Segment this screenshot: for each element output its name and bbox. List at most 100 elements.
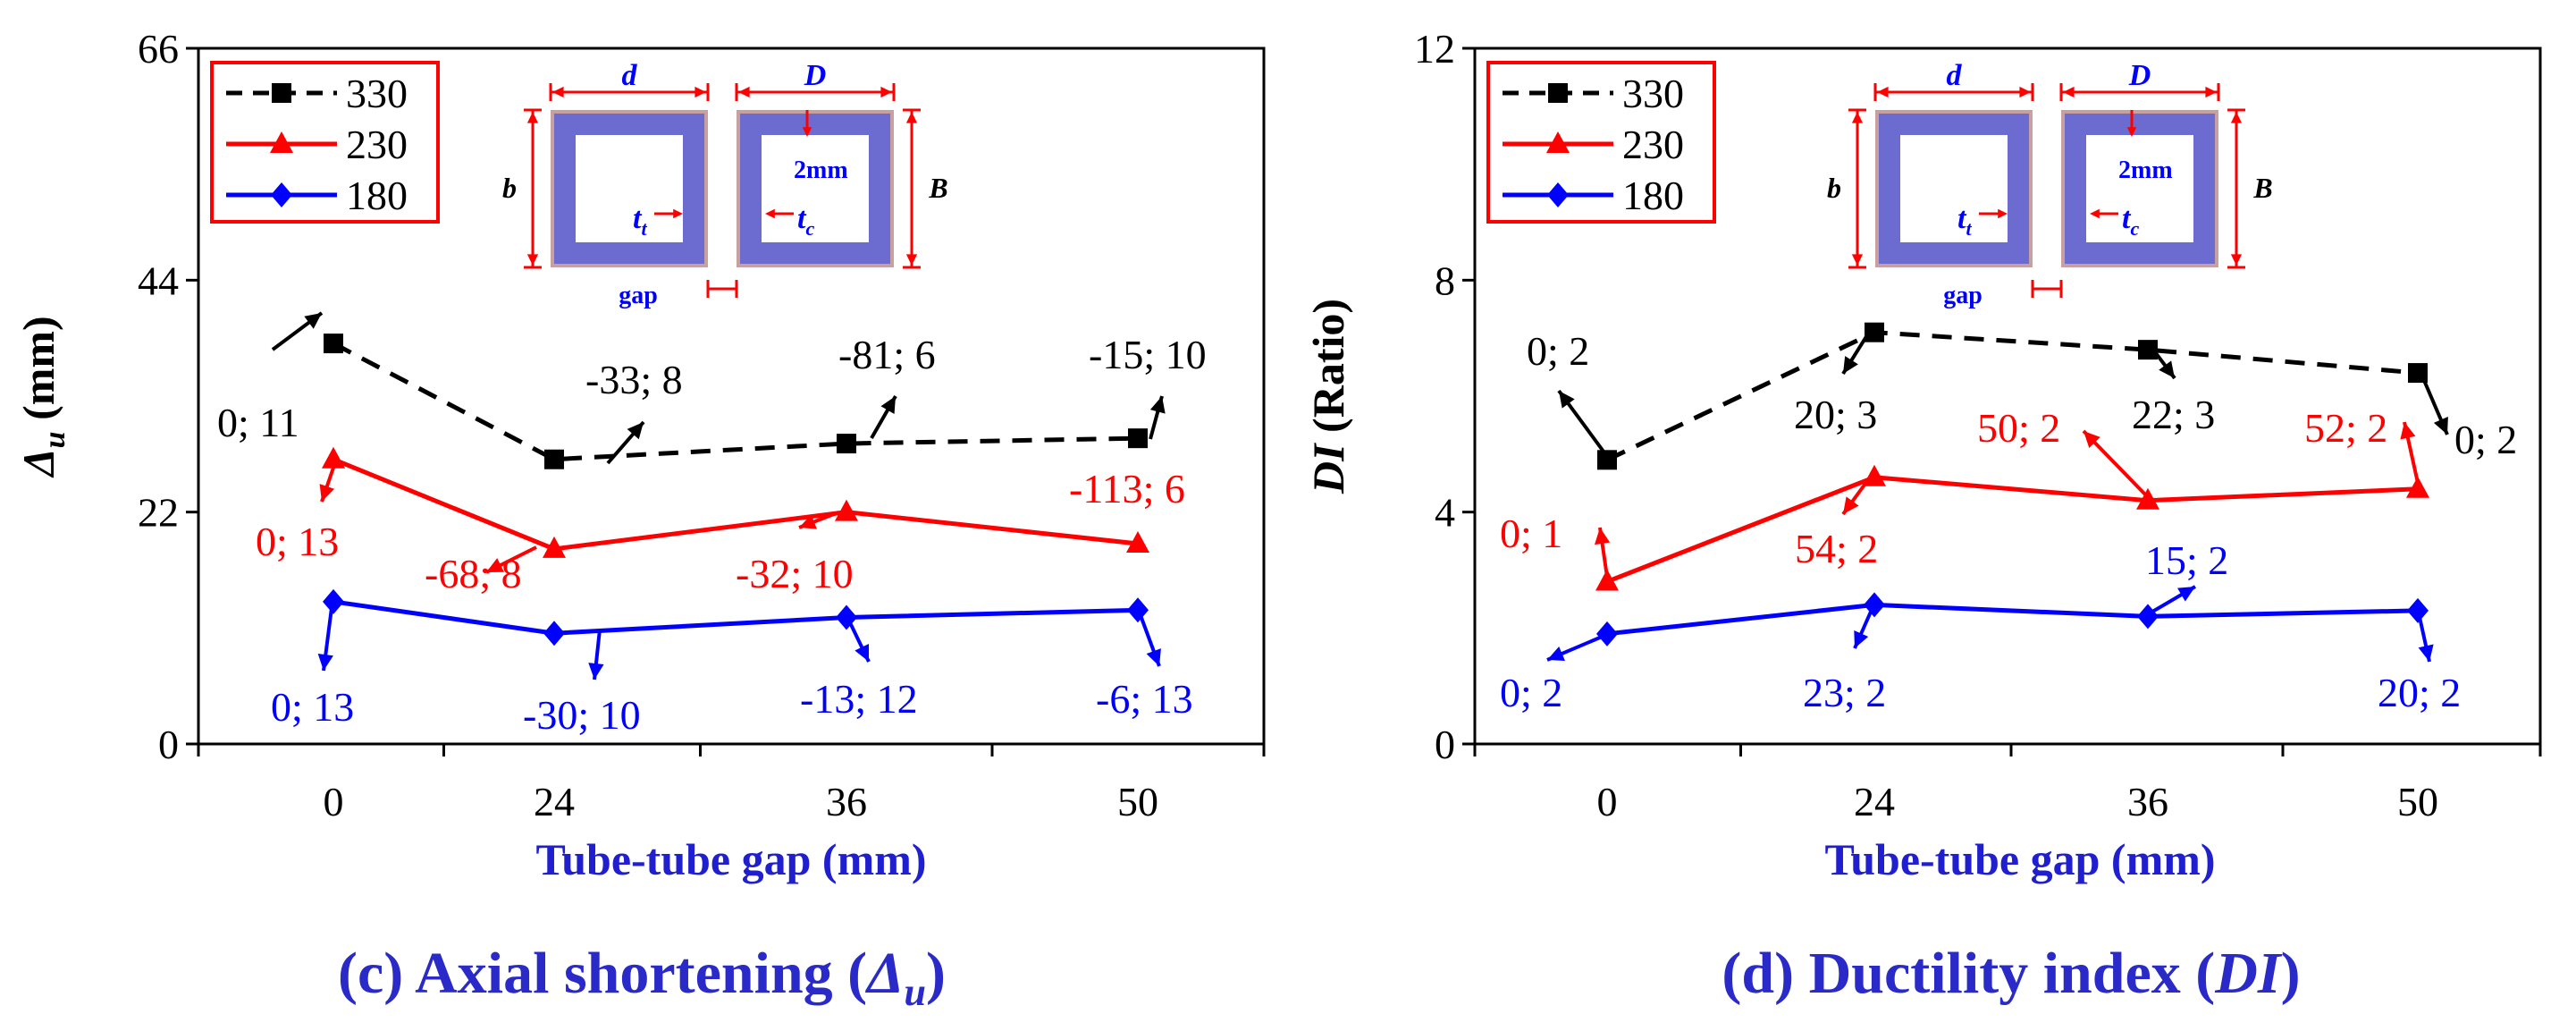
dim-arrow bbox=[905, 112, 918, 123]
legend-label-230: 230 bbox=[1622, 122, 1684, 167]
dim-arrow bbox=[1851, 254, 1864, 266]
y-axis-unit: (Ratio) bbox=[1303, 299, 1353, 444]
annotation-arrowhead bbox=[304, 313, 322, 329]
label-D: D bbox=[2128, 59, 2151, 92]
annotation-arrowhead bbox=[486, 558, 504, 572]
y-tick-label: 0 bbox=[158, 722, 179, 767]
y-axis-symbol: Δ bbox=[13, 448, 63, 477]
annotation-arrowhead bbox=[799, 514, 817, 529]
y-axis-unit: (mm) bbox=[13, 316, 63, 431]
dim-arrow bbox=[2230, 112, 2243, 123]
caption-symbol: Δ bbox=[864, 941, 904, 1006]
x-tick-label: 24 bbox=[1854, 779, 1895, 824]
x-tick-label: 0 bbox=[1597, 779, 1618, 824]
legend-marker-230 bbox=[1546, 131, 1570, 153]
annotation-arrowhead bbox=[1843, 356, 1858, 374]
caption-suffix: ) bbox=[926, 941, 946, 1006]
annotation-label: 0; 2 bbox=[1527, 328, 1589, 374]
point-230-0 bbox=[322, 446, 345, 469]
annotation-label: 0; 2 bbox=[1500, 670, 1562, 715]
label-tc-sub: c bbox=[805, 217, 814, 240]
annotation-label: 0; 11 bbox=[217, 400, 299, 445]
annotation-arrowhead bbox=[627, 422, 644, 440]
legend-marker-180 bbox=[271, 182, 292, 207]
annotation-arrowhead bbox=[1149, 396, 1166, 414]
annotation-arrowhead bbox=[317, 654, 333, 671]
panel-ductility-index: 0 4 8 12 0 24 36 50 Tube-tube gap (mm) DI (Ratio)… bbox=[1303, 26, 2542, 1006]
label-b: b bbox=[502, 172, 517, 204]
point-330-0 bbox=[1597, 450, 1617, 470]
annotation-arrowhead bbox=[2159, 360, 2175, 378]
x-tick-label: 36 bbox=[2127, 779, 2168, 824]
panel-caption: (d) Ductility index (DI) bbox=[1722, 941, 2300, 1006]
panel-caption: (c) Axial shortening (Δu) bbox=[338, 941, 946, 1014]
tube-hollow bbox=[1900, 135, 2008, 242]
annotation-label: -68; 8 bbox=[425, 551, 522, 596]
x-tick-label: 36 bbox=[826, 779, 867, 824]
y-tick-label: 0 bbox=[1435, 722, 1455, 767]
caption-prefix: (d) Ductility index ( bbox=[1722, 941, 2215, 1006]
point-180-36 bbox=[2137, 604, 2159, 630]
tube-hollow bbox=[2086, 135, 2193, 242]
plot-frame bbox=[197, 46, 1266, 746]
annotation-label: -6; 13 bbox=[1096, 676, 1193, 722]
caption-symbol: DI bbox=[2214, 941, 2283, 1006]
y-tick-label: 44 bbox=[138, 258, 179, 303]
dim-arrow bbox=[1877, 86, 1889, 98]
annotation-label: -113; 6 bbox=[1069, 466, 1185, 511]
y-axis-sub: u bbox=[38, 431, 72, 448]
legend-marker-330 bbox=[272, 83, 291, 103]
annotation-arrowhead bbox=[854, 644, 870, 662]
thickness-arrow-head bbox=[802, 127, 812, 137]
dim-arrow bbox=[2230, 254, 2243, 266]
x-axis-label: Tube-tube gap (mm) bbox=[1824, 834, 2215, 884]
annotation-arrowhead bbox=[880, 396, 896, 414]
thickness-arrow-head bbox=[2126, 127, 2137, 137]
x-axis-label: Tube-tube gap (mm) bbox=[535, 834, 926, 884]
dim-arrow bbox=[526, 112, 539, 123]
annotation-label: 15; 2 bbox=[2145, 537, 2228, 583]
y-tick-label: 12 bbox=[1414, 26, 1455, 72]
caption-prefix: (c) Axial shortening ( bbox=[338, 941, 867, 1006]
annotation-label: -33; 8 bbox=[585, 357, 683, 402]
tc-arrow-head bbox=[765, 208, 775, 219]
series-line-330 bbox=[332, 341, 1139, 462]
y-axis-label: DI (Ratio) bbox=[1303, 299, 1353, 494]
label-thickness: 2mm bbox=[794, 156, 848, 184]
annotation-arrowhead bbox=[2177, 587, 2195, 602]
legend-label-180: 180 bbox=[346, 173, 408, 218]
plot-frame bbox=[1473, 46, 2542, 746]
tt-arrow-head bbox=[673, 208, 683, 219]
annotation-label: 22; 3 bbox=[2132, 392, 2215, 437]
y-tick-label: 22 bbox=[138, 490, 179, 536]
annotation-arrowhead bbox=[1146, 648, 1161, 666]
y-axis-label: Δu (mm) bbox=[13, 316, 72, 477]
annotation-arrowhead bbox=[2084, 431, 2100, 448]
x-tick-label: 24 bbox=[534, 779, 575, 824]
legend: 330 230 180 bbox=[210, 61, 440, 224]
dim-arrow bbox=[2019, 86, 2031, 98]
series-line-230 bbox=[333, 457, 1139, 552]
tt-arrow-head bbox=[1998, 208, 2008, 219]
annotation-label: -13; 12 bbox=[800, 676, 918, 722]
annotation-arrowhead bbox=[2433, 417, 2448, 435]
x-tick-label: 50 bbox=[2397, 779, 2438, 824]
dim-arrow bbox=[2205, 86, 2217, 98]
annotation-label: 0; 1 bbox=[1500, 511, 1562, 556]
series-line-230 bbox=[1606, 475, 2419, 584]
label-tt-sub: t bbox=[1966, 217, 1972, 240]
label-tt-sub: t bbox=[641, 217, 647, 240]
point-230-24 bbox=[543, 536, 566, 558]
annotation-label: 52; 2 bbox=[2304, 405, 2387, 451]
series-line-180 bbox=[333, 599, 1139, 636]
label-d: d bbox=[1947, 59, 1963, 92]
dim-arrow bbox=[738, 86, 750, 98]
x-tick-label: 0 bbox=[324, 779, 344, 824]
label-d: d bbox=[622, 59, 638, 92]
dim-arrow bbox=[552, 86, 564, 98]
legend-label-180: 180 bbox=[1622, 173, 1684, 218]
